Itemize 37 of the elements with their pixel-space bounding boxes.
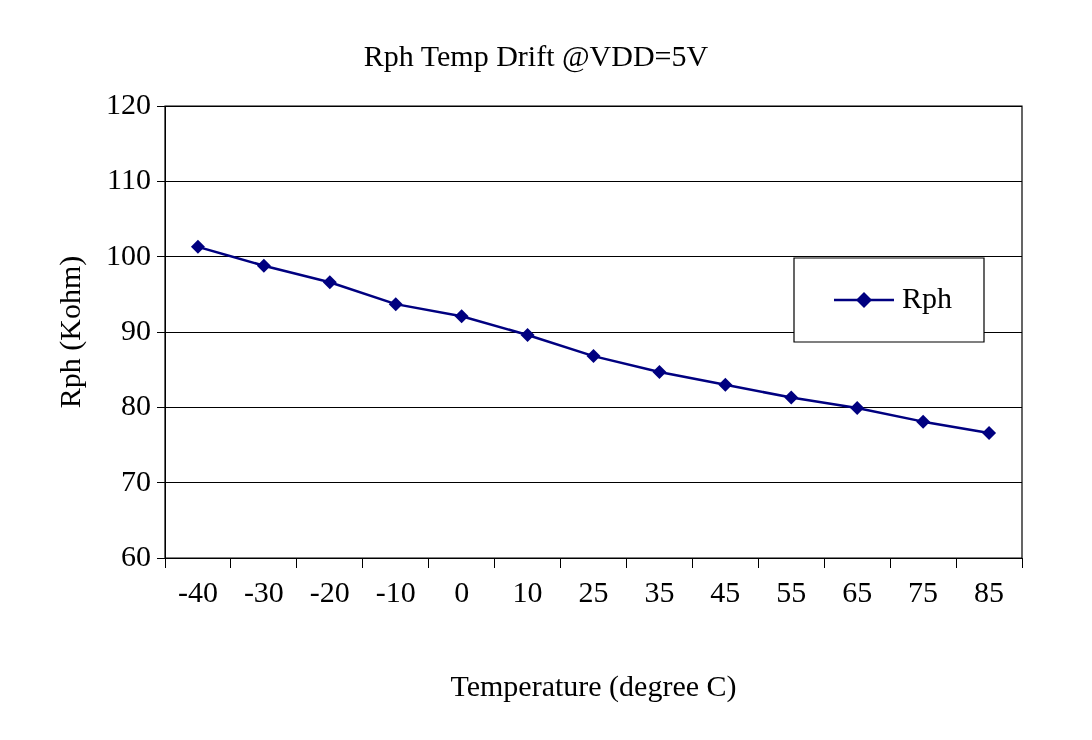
x-tick-label: -30 bbox=[243, 574, 284, 608]
x-tick-label: 45 bbox=[710, 574, 741, 608]
point bbox=[322, 275, 337, 290]
x-tick-label: 65 bbox=[842, 574, 873, 608]
point bbox=[982, 425, 997, 440]
x-tick-label: 25 bbox=[578, 574, 609, 608]
y-tick-label: 70 bbox=[121, 463, 151, 497]
point bbox=[256, 258, 271, 273]
x-tick-label: 0 bbox=[454, 574, 470, 608]
point bbox=[586, 349, 601, 364]
x-axis-title: Temperature (degree C) bbox=[450, 668, 737, 703]
point bbox=[454, 309, 469, 324]
legend-label: Rph bbox=[902, 280, 953, 314]
y-tick-label: 80 bbox=[121, 388, 151, 422]
point bbox=[718, 377, 733, 392]
point bbox=[190, 239, 205, 254]
chart-title: Rph Temp Drift @VDD=5V bbox=[363, 38, 709, 73]
point bbox=[916, 414, 931, 429]
y-tick-label: 60 bbox=[121, 538, 151, 572]
y-axis-title: Rph (Kohm) bbox=[52, 255, 87, 409]
x-tick-label: 55 bbox=[776, 574, 807, 608]
x-tick-label: 75 bbox=[908, 574, 939, 608]
point bbox=[850, 401, 865, 416]
point bbox=[652, 364, 667, 379]
y-tick-label: 110 bbox=[107, 162, 151, 196]
x-tick-label: -20 bbox=[309, 574, 350, 608]
point bbox=[520, 328, 535, 343]
x-tick-label: 35 bbox=[644, 574, 675, 608]
x-tick-label: -10 bbox=[375, 574, 416, 608]
y-tick-label: 120 bbox=[106, 86, 151, 120]
y-tick-label: 90 bbox=[121, 312, 151, 346]
x-tick-label: -40 bbox=[177, 574, 218, 608]
x-tick-label: 85 bbox=[974, 574, 1005, 608]
y-tick-label: 100 bbox=[106, 237, 151, 271]
point bbox=[388, 297, 403, 312]
point bbox=[784, 390, 799, 405]
x-tick-label: 10 bbox=[512, 574, 543, 608]
